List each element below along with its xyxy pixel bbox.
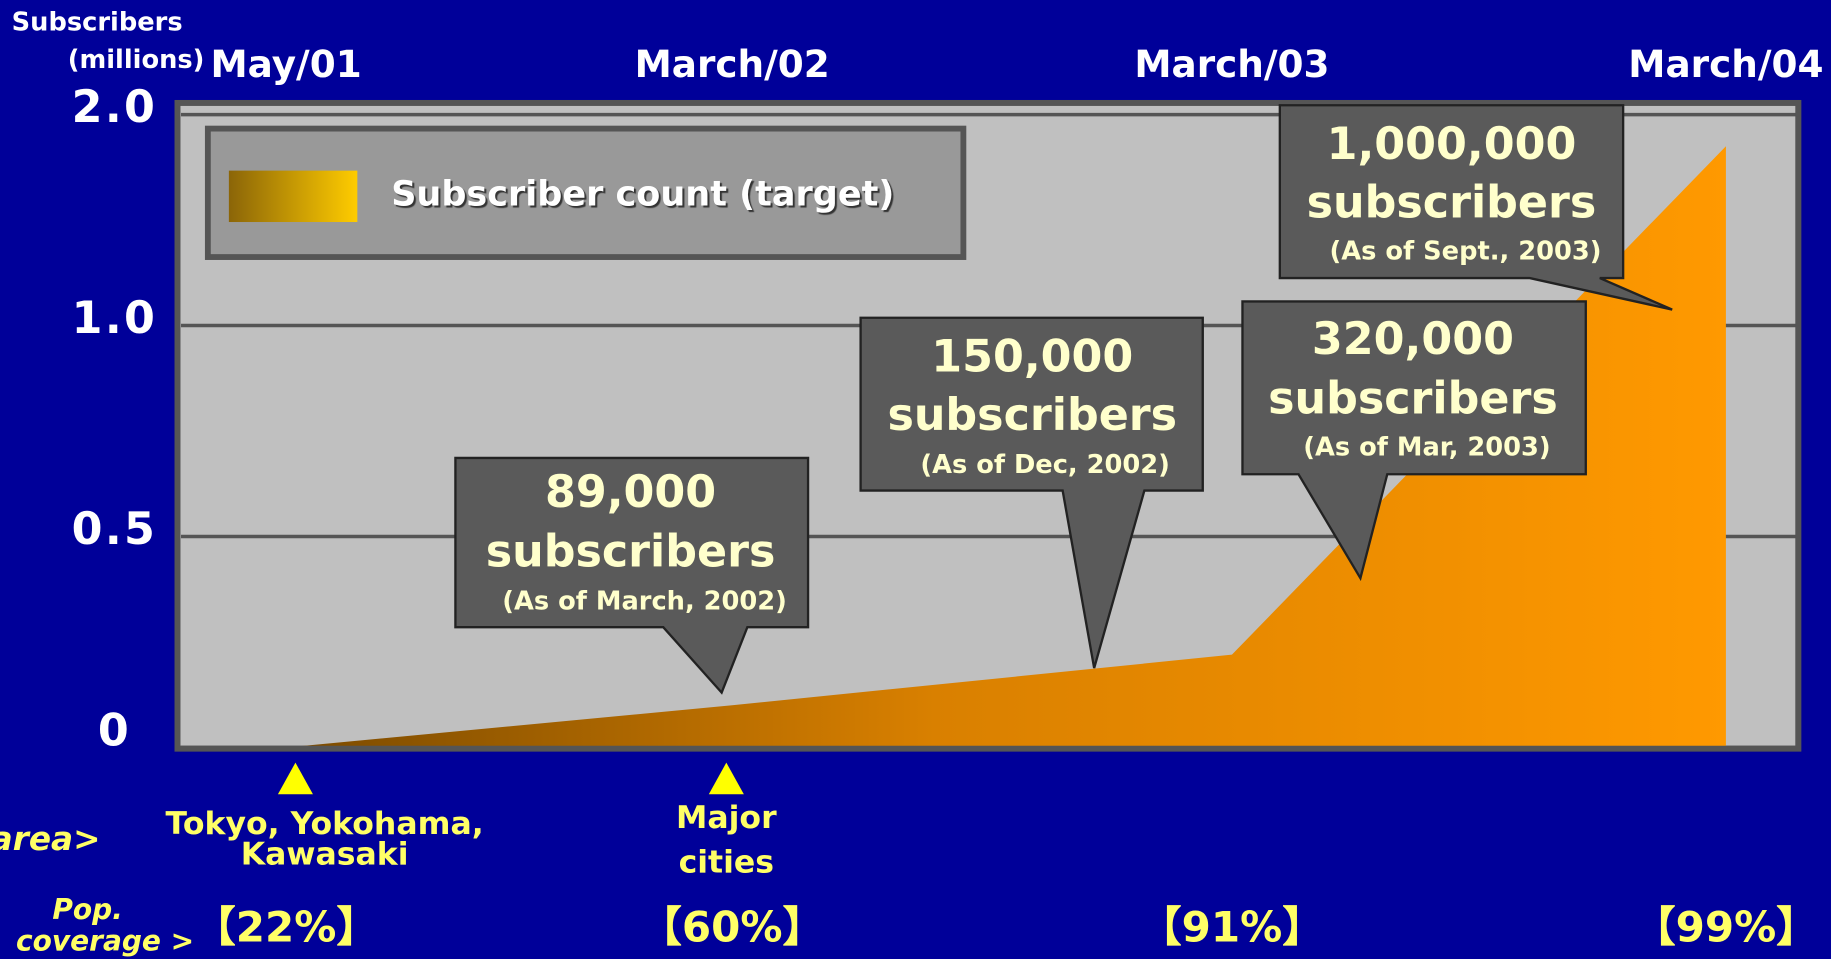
callout-note: (As of Dec, 2002) — [920, 450, 1170, 480]
x-tick-label: March/03 — [1134, 42, 1329, 86]
y-tick-label: 1.0 — [72, 293, 158, 344]
area-marker — [277, 762, 313, 795]
legend-swatch — [228, 170, 358, 223]
y-tick-label: 2.0 — [72, 82, 158, 133]
y-axis-title: (millions) — [68, 45, 205, 75]
legend-label: Subscriber count (target) — [391, 174, 894, 215]
callout-count: 150,000 — [931, 331, 1133, 382]
callout-count: 1,000,000 — [1327, 119, 1577, 170]
plot-border — [174, 99, 1802, 752]
callout-shape — [1241, 300, 1587, 582]
area-marker — [708, 762, 744, 795]
area — [286, 146, 1726, 748]
x-tick-label: March/02 — [635, 42, 830, 86]
coverage-value: 【91%】 — [1140, 902, 1325, 951]
y-tick-label: 0.5 — [72, 504, 158, 555]
callout: 89,000 subscribers (As of March, 2002) — [454, 456, 810, 695]
area-layer — [286, 146, 1726, 748]
callout-unit: subscribers — [486, 526, 776, 577]
y-axis-title: Subscribers — [12, 8, 183, 38]
coverage-value: 【60%】 — [640, 902, 825, 951]
callout-shape — [1278, 104, 1673, 311]
callout-shape — [859, 316, 1204, 669]
service-area: cities — [679, 844, 775, 880]
coverage-label: coverage > — [16, 925, 194, 958]
y-tick-label: 0 — [98, 705, 131, 756]
callout-note: (As of Sept., 2003) — [1330, 236, 1602, 266]
service-area-label: area> — [0, 820, 100, 858]
callout-note: (As of March, 2002) — [502, 587, 787, 617]
service-area: Tokyo, Yokohama, — [166, 806, 484, 842]
coverage-value: 【22%】 — [194, 902, 379, 951]
callout: 320,000 subscribers (As of Mar, 2003) — [1241, 300, 1587, 582]
callout-unit: subscribers — [887, 390, 1177, 441]
service-area: Kawasaki — [241, 836, 409, 872]
callout-shape — [454, 456, 810, 695]
x-tick-label: March/04 — [1628, 42, 1823, 86]
callout-note: (As of Mar, 2003) — [1303, 433, 1550, 463]
coverage-row: 【22%】 【60%】 【91%】 【99%】 — [194, 902, 1818, 951]
coverage-label: Pop. — [52, 893, 122, 926]
callout: 150,000 subscribers (As of Dec, 2002) — [859, 316, 1204, 669]
legend-box — [204, 125, 967, 260]
callout-count: 320,000 — [1312, 314, 1514, 365]
x-tick-label: May/01 — [210, 42, 361, 86]
callout-count: 89,000 — [545, 467, 716, 518]
service-area: Major — [676, 800, 777, 836]
callout: 1,000,000 subscribers (As of Sept., 2003… — [1278, 104, 1673, 311]
callout-unit: subscribers — [1307, 177, 1597, 228]
callout-unit: subscribers — [1268, 374, 1558, 425]
coverage-value: 【99%】 — [1634, 902, 1819, 951]
